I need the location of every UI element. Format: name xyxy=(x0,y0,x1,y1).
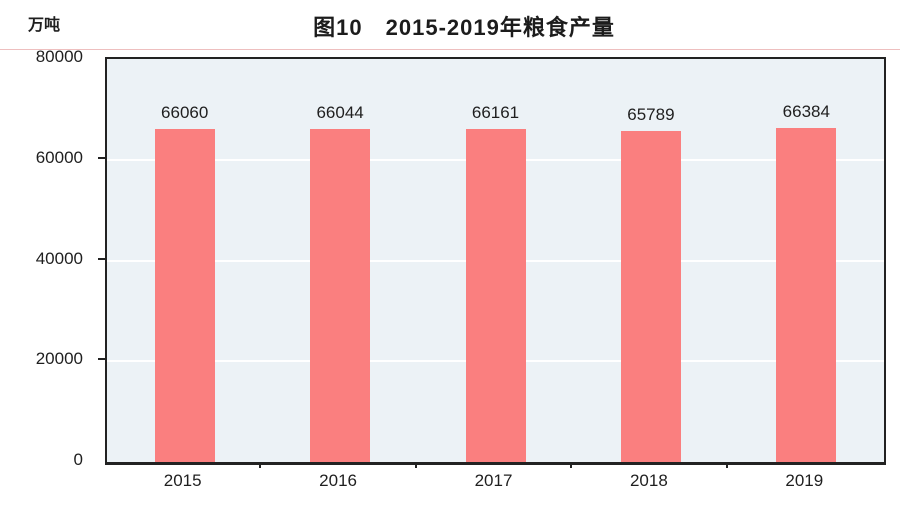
y-axis-tick-label: 60000 xyxy=(35,147,83,167)
bar xyxy=(776,127,837,462)
x-axis-category-label: 2018 xyxy=(629,471,668,490)
x-axis-tick xyxy=(414,462,417,468)
y-axis-tick xyxy=(98,156,105,159)
title-underline-rule xyxy=(0,49,900,50)
bar xyxy=(620,130,681,462)
y-axis-tick-label: 0 xyxy=(73,450,83,469)
bar-value-label: 65789 xyxy=(627,104,675,124)
x-axis-tick xyxy=(570,462,573,468)
bar-value-label: 66044 xyxy=(316,103,364,123)
chart-title: 图10 2015-2019年粮食产量 xyxy=(313,15,615,40)
y-axis-tick-label: 80000 xyxy=(35,47,83,66)
y-axis-tick-label: 20000 xyxy=(35,349,83,369)
x-axis-tick xyxy=(259,462,262,468)
y-axis-unit-label: 万吨 xyxy=(28,17,61,34)
y-axis-tick xyxy=(98,257,105,260)
plot-area: 66060 66044 66161 65789 66384 xyxy=(105,57,886,465)
bar xyxy=(310,129,371,462)
bar-value-label: 66060 xyxy=(161,103,209,123)
x-axis-category-label: 2015 xyxy=(163,471,202,490)
y-axis-tick xyxy=(98,358,105,361)
x-axis-category-label: 2019 xyxy=(785,471,824,490)
x-axis-category-label: 2016 xyxy=(319,471,357,490)
bar xyxy=(465,128,526,462)
x-axis-category-label: 2017 xyxy=(474,471,513,490)
x-axis-tick xyxy=(725,462,728,468)
bar-value-label: 66384 xyxy=(782,101,830,121)
bar-value-label: 66161 xyxy=(471,102,520,122)
y-axis-tick-label: 40000 xyxy=(35,248,83,268)
bar xyxy=(154,129,215,462)
